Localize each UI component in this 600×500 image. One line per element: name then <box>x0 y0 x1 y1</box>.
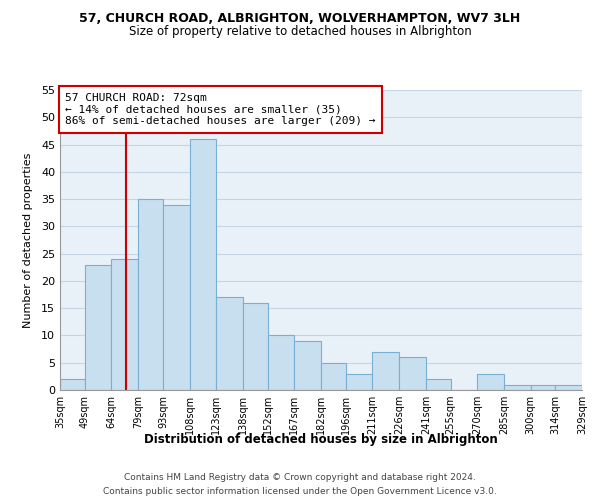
Bar <box>216 298 243 390</box>
Bar <box>530 384 556 390</box>
Bar <box>243 302 268 390</box>
Text: Contains public sector information licensed under the Open Government Licence v3: Contains public sector information licen… <box>103 488 497 496</box>
Bar <box>85 264 112 390</box>
Bar <box>60 379 85 390</box>
Bar <box>321 362 346 390</box>
Bar <box>138 199 163 390</box>
Bar <box>504 384 530 390</box>
Bar <box>556 384 582 390</box>
Text: Size of property relative to detached houses in Albrighton: Size of property relative to detached ho… <box>128 25 472 38</box>
Bar <box>399 358 426 390</box>
Bar <box>190 139 216 390</box>
Bar <box>373 352 399 390</box>
Text: Contains HM Land Registry data © Crown copyright and database right 2024.: Contains HM Land Registry data © Crown c… <box>124 472 476 482</box>
Bar <box>163 204 190 390</box>
Bar <box>346 374 373 390</box>
Text: 57 CHURCH ROAD: 72sqm
← 14% of detached houses are smaller (35)
86% of semi-deta: 57 CHURCH ROAD: 72sqm ← 14% of detached … <box>65 92 376 126</box>
Text: Distribution of detached houses by size in Albrighton: Distribution of detached houses by size … <box>144 432 498 446</box>
Y-axis label: Number of detached properties: Number of detached properties <box>23 152 32 328</box>
Bar <box>112 259 138 390</box>
Bar <box>268 336 295 390</box>
Bar <box>295 341 321 390</box>
Bar <box>426 379 451 390</box>
Text: 57, CHURCH ROAD, ALBRIGHTON, WOLVERHAMPTON, WV7 3LH: 57, CHURCH ROAD, ALBRIGHTON, WOLVERHAMPT… <box>79 12 521 26</box>
Bar <box>477 374 504 390</box>
